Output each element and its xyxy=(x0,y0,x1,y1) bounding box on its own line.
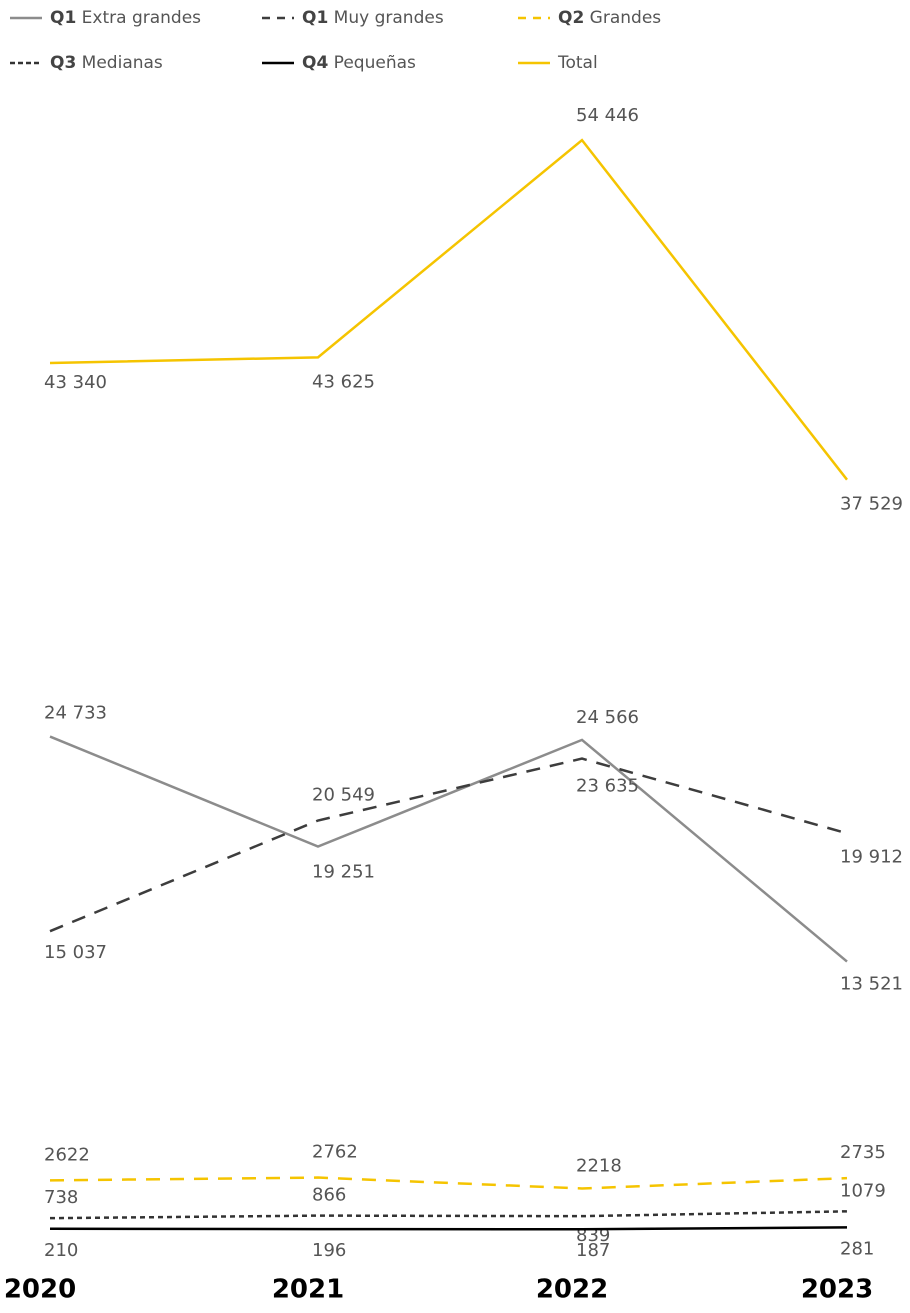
series-line xyxy=(49,735,848,963)
series-line xyxy=(49,757,848,933)
legend-label: Q1 Extra grandes xyxy=(50,8,201,28)
data-label: 24 566 xyxy=(576,707,639,728)
x-tick-label: 2022 xyxy=(536,1275,608,1305)
data-label: 24 733 xyxy=(44,703,107,724)
data-label: 19 251 xyxy=(312,862,375,883)
data-label: 23 635 xyxy=(576,776,639,797)
series-line xyxy=(49,1176,848,1190)
data-label: 738 xyxy=(44,1187,78,1208)
data-label: 2735 xyxy=(840,1142,886,1163)
series-line xyxy=(49,138,848,481)
data-label: 43 625 xyxy=(312,371,375,392)
data-label: 1079 xyxy=(840,1180,886,1201)
series-line xyxy=(49,1210,848,1220)
legend-label: Total xyxy=(557,53,598,73)
data-label: 187 xyxy=(576,1240,610,1261)
x-tick-label: 2023 xyxy=(801,1275,873,1305)
data-label: 19 912 xyxy=(840,846,903,867)
data-label: 43 340 xyxy=(44,372,107,393)
data-label: 15 037 xyxy=(44,942,107,963)
data-label: 13 521 xyxy=(840,974,903,995)
data-label: 2762 xyxy=(312,1142,358,1163)
legend-label: Q4 Pequeñas xyxy=(302,53,416,73)
legend-label: Q2 Grandes xyxy=(558,8,661,28)
legend-label: Q3 Medianas xyxy=(50,53,163,73)
data-label: 20 549 xyxy=(312,785,375,806)
data-label: 281 xyxy=(840,1238,874,1259)
data-label: 196 xyxy=(312,1240,346,1261)
data-label: 37 529 xyxy=(840,494,903,515)
x-tick-label: 2021 xyxy=(272,1275,344,1305)
data-label: 2622 xyxy=(44,1144,90,1165)
data-label: 2218 xyxy=(576,1155,622,1176)
data-label: 210 xyxy=(44,1240,78,1261)
legend-label: Q1 Muy grandes xyxy=(302,8,444,28)
data-label: 866 xyxy=(312,1185,346,1206)
x-tick-label: 2020 xyxy=(4,1275,76,1305)
data-label: 54 446 xyxy=(576,105,639,126)
series-line xyxy=(49,1226,848,1231)
